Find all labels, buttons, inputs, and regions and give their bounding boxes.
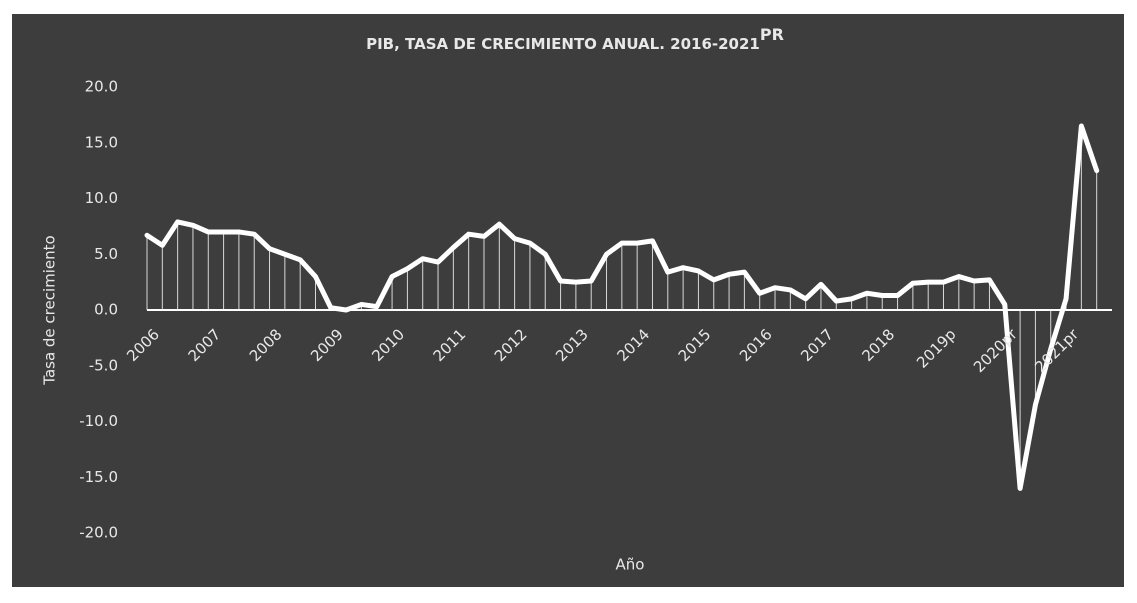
y-tick-label: 10.0 [85, 189, 118, 207]
title-superscript: PR [760, 25, 784, 44]
y-tick-label: -5.0 [89, 356, 118, 374]
y-tick-label: -10.0 [79, 412, 118, 430]
y-tick-label: -15.0 [79, 468, 118, 486]
y-tick-label: 15.0 [85, 133, 118, 151]
line-series [144, 123, 1100, 491]
y-tick-label: 5.0 [94, 245, 118, 263]
y-tick-label: -20.0 [79, 524, 118, 542]
chart-background [12, 14, 1124, 587]
chart-title: PIB, TASA DE CRECIMIENTO ANUAL. 2016-202… [366, 25, 784, 53]
title-main: PIB, TASA DE CRECIMIENTO ANUAL. 2016-202… [366, 35, 760, 53]
y-tick-label: 20.0 [85, 78, 118, 96]
y-tick-label: 0.0 [94, 301, 118, 319]
y-axis-label: Tasa de crecimiento [41, 235, 59, 385]
x-axis-label: Año [616, 556, 645, 574]
